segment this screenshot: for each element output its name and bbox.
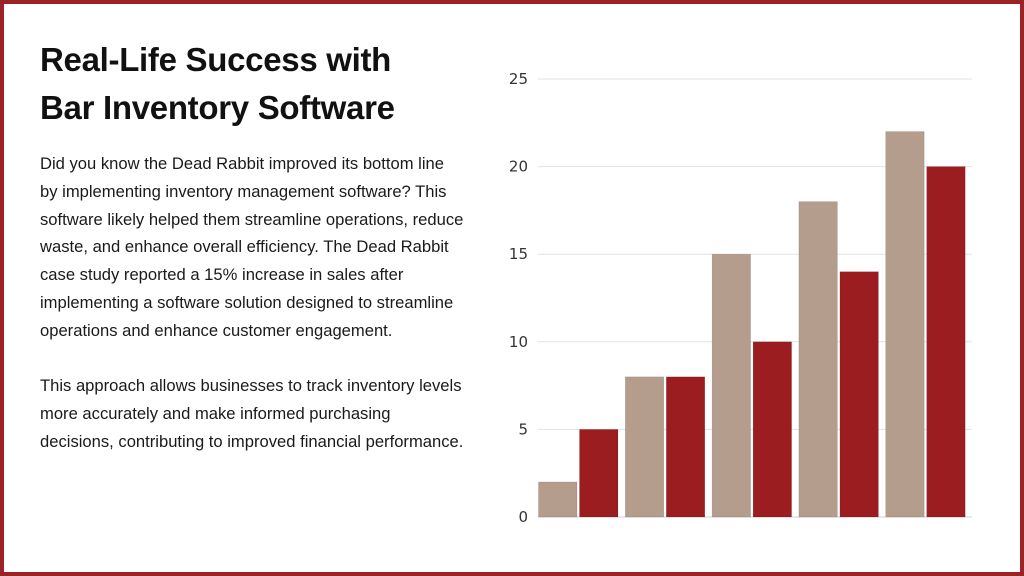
y-tick-label: 10 <box>509 333 528 351</box>
bar-series-2-group-3 <box>752 341 792 518</box>
bar-series-2-group-4 <box>839 271 879 518</box>
body-paragraph-2: This approach allows businesses to track… <box>40 376 464 451</box>
bars <box>538 131 966 518</box>
body-text: Did you know the Dead Rabbit improved it… <box>40 150 465 484</box>
body-paragraph-1: Did you know the Dead Rabbit improved it… <box>40 154 464 340</box>
y-tick-label: 5 <box>518 420 528 438</box>
title-line-1: Real-Life Success with <box>40 41 392 78</box>
title-line-2: Bar Inventory Software <box>40 89 395 126</box>
y-tick-label: 0 <box>518 508 528 526</box>
bar-chart: 0 5 10 15 20 25 <box>509 70 972 526</box>
y-axis-tick-labels: 0 5 10 15 20 25 <box>509 70 528 526</box>
y-tick-label: 25 <box>509 70 528 88</box>
bar-series-2-group-1 <box>579 429 619 518</box>
slide-title: Real-Life Success with Bar Inventory Sof… <box>40 36 470 132</box>
y-tick-label: 15 <box>509 245 528 263</box>
bar-series-1-group-4 <box>798 201 838 518</box>
y-tick-label: 20 <box>509 158 528 176</box>
bar-series-1-group-1 <box>538 481 578 518</box>
bar-series-2-group-2 <box>666 376 706 518</box>
bar-series-1-group-5 <box>885 131 925 518</box>
bar-series-1-group-2 <box>625 376 665 518</box>
bar-series-2-group-5 <box>926 166 966 518</box>
bar-series-1-group-3 <box>711 253 751 518</box>
